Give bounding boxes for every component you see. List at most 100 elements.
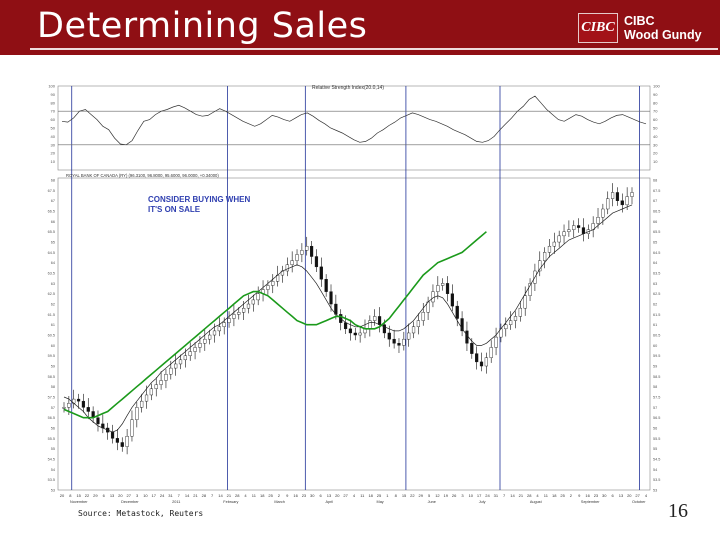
price-candle bbox=[149, 388, 153, 396]
x-tick-label: 4 bbox=[244, 493, 247, 498]
price-candle bbox=[620, 200, 624, 206]
price-candle bbox=[309, 245, 314, 257]
price-candle bbox=[86, 407, 90, 412]
price-y-tick-left: 62 bbox=[51, 303, 55, 307]
price-candle bbox=[411, 326, 416, 334]
rsi-y-tick-right: 70 bbox=[653, 109, 658, 114]
x-tick-label: 23 bbox=[302, 493, 307, 498]
x-tick-label: 6 bbox=[612, 493, 615, 498]
x-tick-label: 12 bbox=[435, 493, 440, 498]
price-y-tick-right: 53 bbox=[653, 489, 657, 493]
x-tick-label: 31 bbox=[494, 493, 499, 498]
price-candle bbox=[130, 419, 134, 437]
x-tick-label: 11 bbox=[360, 493, 365, 498]
price-y-tick-left: 56.5 bbox=[48, 416, 55, 420]
price-y-tick-left: 59 bbox=[51, 365, 55, 369]
rsi-y-tick-right: 10 bbox=[653, 159, 658, 164]
price-y-tick-left: 57.5 bbox=[48, 396, 55, 400]
price-candle bbox=[484, 357, 488, 367]
price-y-tick-right: 66 bbox=[653, 220, 657, 224]
month-label: August bbox=[530, 500, 543, 504]
x-tick-label: 6 bbox=[103, 493, 106, 498]
price-candle bbox=[382, 324, 387, 334]
x-tick-label: 14 bbox=[185, 493, 190, 498]
price-candle bbox=[164, 374, 168, 381]
price-candle bbox=[572, 225, 576, 230]
price-candle bbox=[601, 208, 605, 218]
price-candle bbox=[596, 217, 600, 224]
price-candle bbox=[538, 260, 542, 272]
x-tick-label: 26 bbox=[452, 493, 457, 498]
price-y-tick-right: 67 bbox=[653, 199, 657, 203]
price-candle bbox=[407, 332, 411, 340]
price-candle bbox=[271, 281, 275, 286]
price-candle bbox=[581, 227, 586, 234]
price-candle bbox=[358, 332, 362, 336]
price-candle bbox=[222, 322, 226, 327]
price-candle bbox=[543, 252, 547, 261]
rsi-y-tick-left: 70 bbox=[51, 109, 56, 114]
price-y-tick-left: 66.5 bbox=[48, 210, 55, 214]
price-y-tick-left: 65.5 bbox=[48, 230, 55, 234]
price-y-tick-left: 66 bbox=[51, 220, 55, 224]
price-candle bbox=[397, 343, 401, 346]
price-candle bbox=[504, 324, 508, 330]
x-tick-label: 29 bbox=[419, 493, 424, 498]
x-tick-label: 14 bbox=[510, 493, 515, 498]
x-tick-label: 22 bbox=[85, 493, 90, 498]
price-y-tick-left: 56 bbox=[51, 427, 55, 431]
rsi-y-tick-right: 80 bbox=[653, 100, 658, 105]
price-candle bbox=[615, 192, 620, 201]
price-candle bbox=[450, 293, 454, 307]
x-tick-label: 18 bbox=[368, 493, 373, 498]
x-tick-label: 25 bbox=[377, 493, 382, 498]
x-tick-label: 8 bbox=[69, 493, 72, 498]
x-tick-label: 15 bbox=[402, 493, 407, 498]
rsi-title: Relative Strength Index(20.0,14) bbox=[312, 85, 384, 91]
price-y-tick-right: 54.5 bbox=[653, 458, 660, 462]
annotation-line-1: CONSIDER BUYING WHEN bbox=[148, 195, 250, 204]
x-tick-label: 22 bbox=[410, 493, 415, 498]
rsi-y-tick-right: 40 bbox=[653, 134, 658, 139]
price-y-tick-right: 68 bbox=[653, 179, 657, 183]
price-candle bbox=[154, 384, 158, 389]
price-candle bbox=[188, 351, 192, 356]
price-candle bbox=[295, 254, 299, 261]
x-tick-label: 3 bbox=[461, 493, 464, 498]
x-tick-label: 4 bbox=[645, 493, 648, 498]
price-candle bbox=[120, 442, 124, 447]
chart-background bbox=[28, 78, 668, 510]
price-y-tick-left: 61 bbox=[51, 323, 55, 327]
x-tick-label: 7 bbox=[503, 493, 506, 498]
price-candle bbox=[246, 303, 251, 309]
price-candle bbox=[266, 285, 270, 290]
x-tick-label: 2 bbox=[278, 493, 281, 498]
price-candle bbox=[96, 417, 100, 425]
rsi-y-tick-left: 80 bbox=[51, 100, 56, 105]
price-candle bbox=[557, 235, 561, 243]
price-candle bbox=[217, 326, 221, 332]
month-label: September bbox=[581, 500, 600, 504]
price-candle bbox=[324, 279, 328, 292]
price-candle bbox=[387, 332, 391, 340]
price-y-tick-right: 57.5 bbox=[653, 396, 660, 400]
price-y-tick-left: 60.5 bbox=[48, 334, 55, 338]
rsi-y-tick-left: 30 bbox=[51, 142, 56, 147]
price-candle bbox=[227, 318, 231, 323]
x-tick-label: 28 bbox=[202, 493, 207, 498]
rsi-y-tick-right: 90 bbox=[653, 92, 658, 97]
price-y-tick-right: 57 bbox=[653, 406, 657, 410]
price-y-tick-right: 66.5 bbox=[653, 210, 660, 214]
price-y-tick-left: 58 bbox=[51, 385, 55, 389]
source-note: Source: Metastock, Reuters bbox=[78, 509, 204, 518]
stock-chart: 100 100 90 90 80 80 70 70 60 60 50 50 40 40 30 30 20 20 10… bbox=[28, 78, 668, 510]
price-candle bbox=[436, 285, 440, 292]
price-candle bbox=[251, 299, 255, 305]
x-tick-label: 9 bbox=[286, 493, 289, 498]
cibc-logo: CIBC CIBC Wood Gundy bbox=[578, 13, 702, 43]
price-y-tick-right: 55.5 bbox=[653, 437, 660, 441]
x-tick-label: 18 bbox=[260, 493, 265, 498]
x-tick-label: 25 bbox=[560, 493, 565, 498]
rsi-y-tick-left: 10 bbox=[51, 159, 56, 164]
price-candle bbox=[475, 353, 479, 363]
